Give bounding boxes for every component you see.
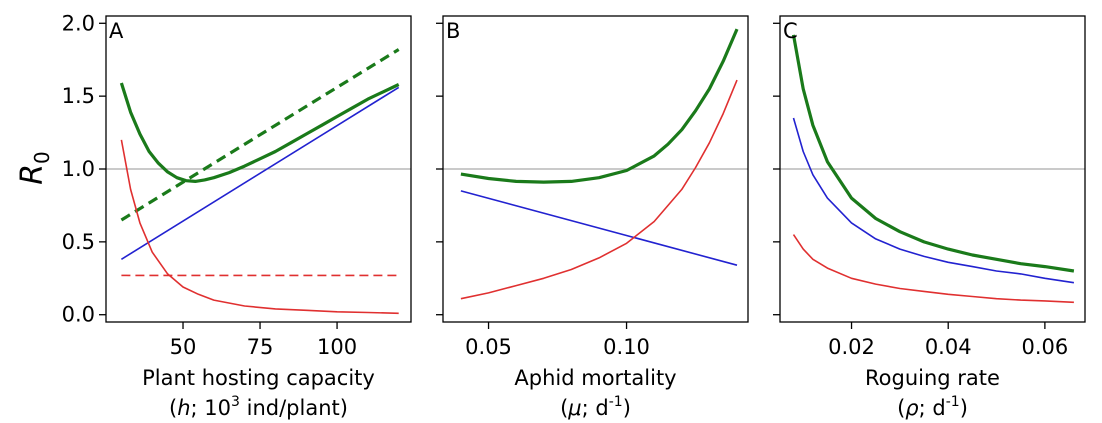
y-tick-label: 0.5 bbox=[62, 230, 95, 254]
x-axis-label-part: ) bbox=[960, 396, 968, 420]
series-total-line bbox=[460, 28, 739, 184]
x-tick-label: 0.04 bbox=[925, 335, 972, 359]
x-axis-label-part: h bbox=[177, 396, 190, 420]
x-axis-label-part: ; 10 bbox=[191, 396, 231, 420]
panel-c: 0.02 0.04 0.06 C Roguing rate (ρ; d-1) bbox=[773, 15, 1086, 420]
x-axis-label-units: (h; 103 ind/plant) bbox=[169, 394, 348, 420]
panel-letter: C bbox=[783, 19, 798, 43]
y-tick-label: 0.0 bbox=[62, 303, 95, 327]
series-blue-line bbox=[120, 86, 400, 260]
x-tick-label: 0.05 bbox=[465, 335, 512, 359]
x-axis-label-part: ( bbox=[560, 396, 568, 420]
x-axis-label: Aphid mortality bbox=[514, 366, 676, 390]
x-axis-label-part: ( bbox=[897, 396, 905, 420]
x-axis-label-part: -1 bbox=[946, 394, 960, 410]
series-red-line bbox=[792, 234, 1074, 304]
series-total-dashed-line bbox=[120, 48, 400, 222]
series-red-line bbox=[120, 139, 399, 315]
series-red-line bbox=[460, 79, 738, 300]
panel-letter: B bbox=[446, 19, 460, 43]
x-axis-label-part: ; d bbox=[919, 396, 946, 420]
x-axis-label-part: 3 bbox=[231, 394, 240, 410]
x-axis-label: Roguing rate bbox=[865, 366, 1000, 390]
y-axis-label-subscript: 0 bbox=[30, 151, 54, 164]
x-tick-label: 0.02 bbox=[828, 335, 875, 359]
x-tick-label: 75 bbox=[247, 335, 274, 359]
x-axis-label-part: ρ bbox=[905, 396, 919, 420]
x-axis-label-part: ( bbox=[169, 396, 177, 420]
panel-letter: A bbox=[109, 19, 124, 43]
x-axis-label-part: ; d bbox=[582, 396, 609, 420]
x-axis-label-part: μ bbox=[567, 396, 581, 420]
series-blue-line bbox=[460, 190, 738, 266]
panel-b: 0.05 0.10 B Aphid mortality (μ; d-1) bbox=[436, 15, 749, 420]
x-axis-label-part: -1 bbox=[609, 394, 623, 410]
panel-a: 0.0 0.5 1.0 1.5 2.0 50 75 100 A Plant hosting cap… bbox=[62, 11, 412, 420]
x-tick-label: 50 bbox=[170, 335, 197, 359]
x-tick-label: 100 bbox=[317, 335, 357, 359]
series-total-line bbox=[119, 82, 400, 183]
x-axis-label-part: ) bbox=[623, 396, 631, 420]
x-axis-label-units: (μ; d-1) bbox=[560, 394, 631, 420]
y-tick-label: 2.0 bbox=[62, 11, 95, 35]
x-axis-label-part: ind/plant) bbox=[240, 396, 348, 420]
x-axis-label: Plant hosting capacity bbox=[142, 366, 375, 390]
y-tick-label: 1.0 bbox=[62, 157, 95, 181]
y-axis-label: R0 bbox=[15, 151, 54, 185]
series-total-line bbox=[791, 34, 1075, 273]
y-tick-label: 1.5 bbox=[62, 84, 95, 108]
x-tick-label: 0.06 bbox=[1021, 335, 1068, 359]
series-blue-line bbox=[792, 117, 1075, 284]
y-axis-label-symbol: R bbox=[15, 164, 50, 185]
x-tick-label: 0.10 bbox=[603, 335, 650, 359]
x-axis-label-units: (ρ; d-1) bbox=[897, 394, 968, 420]
panels: 0.0 0.5 1.0 1.5 2.0 50 75 100 A Plant hosting cap… bbox=[62, 11, 1086, 420]
